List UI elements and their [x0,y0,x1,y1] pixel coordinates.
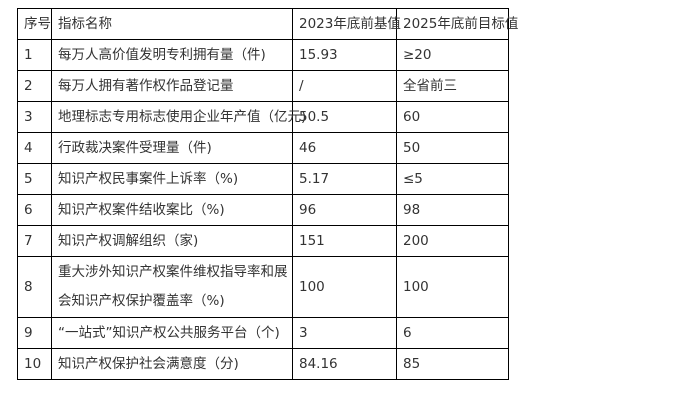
row-2025-target: 全省前三 [396,70,509,102]
row-indicator-name: 行政裁决案件受理量（件) [51,132,293,164]
row-2025-target: 100 [396,256,509,318]
header-2023-baseline: 2023年底前基值 [292,8,401,40]
row-2023-baseline: 46 [292,132,397,164]
row-2025-target: 200 [396,225,509,257]
row-2023-baseline: 151 [292,225,397,257]
row-indicator-name: 地理标志专用标志使用企业年产值（亿元) [51,101,306,133]
row-2025-target: 50 [396,132,509,164]
table-row: 5 知识产权民事案件上诉率（%) 5.17 ≤5 [17,163,509,195]
row-indicator-name: 知识产权保护社会满意度（分) [51,348,293,380]
row-indicator-name: “一站式”知识产权公共服务平台（个) [51,317,293,349]
row-index: 3 [17,101,52,133]
row-2023-baseline: 15.93 [292,39,397,71]
row-2025-target: 98 [396,194,509,226]
row-indicator-name: 每万人拥有著作权作品登记量 [51,70,293,102]
row-index: 1 [17,39,52,71]
row-index: 2 [17,70,52,102]
header-2025-target: 2025年底前目标值 [396,8,518,40]
row-index: 6 [17,194,52,226]
row-indicator-name: 知识产权案件结收案比（%) [51,194,293,226]
row-index: 10 [17,348,52,380]
table-row: 3 地理标志专用标志使用企业年产值（亿元) 50.5 60 [17,101,509,133]
table-row: 2 每万人拥有著作权作品登记量 / 全省前三 [17,70,509,102]
row-2023-baseline: 3 [292,317,397,349]
row-2023-baseline: / [292,70,397,102]
table-row: 4 行政裁决案件受理量（件) 46 50 [17,132,509,164]
header-index: 序号 [17,8,52,40]
table-row: 7 知识产权调解组织（家) 151 200 [17,225,509,257]
row-index: 8 [17,256,52,318]
table-row: 1 每万人高价值发明专利拥有量（件) 15.93 ≥20 [17,39,509,71]
row-2025-target: 85 [396,348,509,380]
row-2023-baseline: 96 [292,194,397,226]
table-header-row: 序号 指标名称 2023年底前基值 2025年底前目标值 [17,8,518,40]
row-index: 9 [17,317,52,349]
table-row: 10 知识产权保护社会满意度（分) 84.16 85 [17,348,509,380]
row-2023-baseline: 100 [292,256,397,318]
table-row: 8 重大涉外知识产权案件维权指导率和展会知识产权保护覆盖率（%) 100 100 [17,256,509,318]
table-row: 6 知识产权案件结收案比（%) 96 98 [17,194,509,226]
row-2025-target: ≤5 [396,163,509,195]
row-indicator-name: 重大涉外知识产权案件维权指导率和展会知识产权保护覆盖率（%) [51,256,293,318]
row-2025-target: ≥20 [396,39,509,71]
row-indicator-name: 知识产权民事案件上诉率（%) [51,163,293,195]
row-2025-target: 6 [396,317,509,349]
row-2023-baseline: 50.5 [292,101,397,133]
row-index: 5 [17,163,52,195]
row-2023-baseline: 84.16 [292,348,397,380]
row-2025-target: 60 [396,101,509,133]
indicator-table: 序号 指标名称 2023年底前基值 2025年底前目标值 1 每万人高价值发明专利… [17,8,518,380]
table-row: 9 “一站式”知识产权公共服务平台（个) 3 6 [17,317,509,349]
header-indicator-name: 指标名称 [51,8,293,40]
row-index: 4 [17,132,52,164]
row-indicator-name: 每万人高价值发明专利拥有量（件) [51,39,293,71]
row-indicator-name: 知识产权调解组织（家) [51,225,293,257]
row-index: 7 [17,225,52,257]
row-2023-baseline: 5.17 [292,163,397,195]
